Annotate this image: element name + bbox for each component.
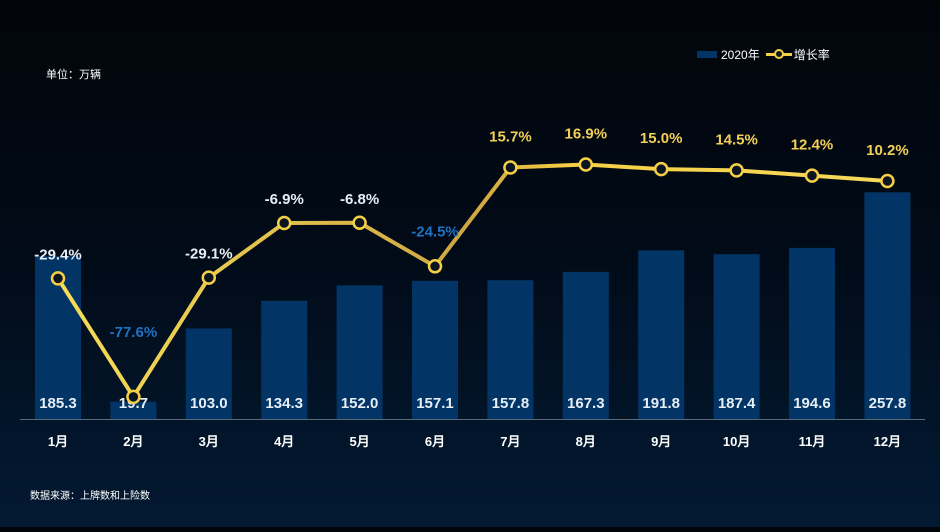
growth-point-11 bbox=[804, 168, 820, 183]
bar-value-label: 134.3 bbox=[265, 395, 303, 412]
x-tick-label: 11月 bbox=[799, 434, 826, 449]
growth-point-9 bbox=[653, 161, 669, 177]
x-tick-label: 10月 bbox=[723, 434, 750, 449]
bar-6 bbox=[412, 280, 458, 419]
x-tick-label: 2月 bbox=[123, 434, 143, 449]
growth-value-label: -29.1% bbox=[185, 246, 233, 263]
bar-11 bbox=[789, 247, 835, 419]
bar-2 bbox=[110, 401, 157, 419]
legend-line-label: 增长率 bbox=[793, 47, 830, 62]
growth-point-1 bbox=[50, 271, 66, 286]
source-label: 数据来源：上牌数和上险数 bbox=[30, 491, 150, 502]
growth-value-label: 10.2% bbox=[866, 142, 909, 159]
bar-10 bbox=[713, 254, 760, 419]
x-tick-label: 9月 bbox=[651, 434, 671, 449]
bar-value-label: 191.8 bbox=[642, 395, 680, 412]
bar-value-label: 194.6 bbox=[793, 395, 831, 412]
legend-bar-swatch bbox=[697, 50, 717, 58]
unit-label: 单位：万辆 bbox=[46, 69, 101, 81]
bar-8 bbox=[562, 271, 609, 419]
growth-rate-line bbox=[56, 162, 890, 399]
x-tick-label: 7月 bbox=[500, 434, 520, 449]
growth-point-12 bbox=[880, 173, 895, 189]
bar-value-label: 157.1 bbox=[416, 395, 454, 412]
bar-value-label: 167.3 bbox=[567, 395, 605, 412]
growth-value-label: -77.6% bbox=[110, 324, 158, 341]
bar-9 bbox=[638, 250, 685, 419]
bar-value-label: 157.8 bbox=[492, 395, 530, 412]
growth-value-label: -24.5% bbox=[411, 223, 459, 240]
bar-3 bbox=[185, 328, 232, 419]
growth-point-6 bbox=[427, 259, 443, 274]
legend-line-swatch bbox=[765, 48, 792, 60]
growth-value-label: 16.9% bbox=[565, 126, 608, 143]
x-tick-label: 3月 bbox=[199, 434, 219, 449]
bar-5 bbox=[336, 285, 383, 419]
growth-value-label: 12.4% bbox=[791, 137, 834, 154]
growth-point-7 bbox=[503, 160, 518, 175]
bar-12 bbox=[864, 192, 911, 419]
x-tick-label: 8月 bbox=[576, 434, 596, 449]
bar-value-label: 257.8 bbox=[869, 395, 907, 412]
bar-value-label: 103.0 bbox=[190, 395, 228, 412]
growth-point-10 bbox=[729, 163, 744, 178]
growth-value-label: 15.7% bbox=[489, 128, 532, 145]
growth-point-5 bbox=[352, 215, 367, 231]
growth-point-4 bbox=[276, 215, 292, 231]
bar-value-label: 187.4 bbox=[718, 395, 756, 412]
bar-7 bbox=[487, 280, 534, 419]
growth-point-3 bbox=[201, 270, 217, 285]
x-tick-label: 1月 bbox=[48, 434, 68, 449]
growth-value-label: -6.8% bbox=[340, 191, 379, 208]
growth-point-2 bbox=[126, 389, 141, 405]
growth-value-label: -6.9% bbox=[265, 191, 304, 208]
growth-value-label: -29.4% bbox=[34, 246, 82, 263]
x-tick-label: 12月 bbox=[874, 434, 901, 449]
chart-legend: 2020年 增长率 bbox=[697, 45, 830, 63]
bar-4 bbox=[261, 300, 308, 419]
bar-value-label: 185.3 bbox=[39, 395, 77, 412]
bar-value-label: 152.0 bbox=[341, 395, 379, 412]
growth-value-label: 14.5% bbox=[715, 131, 758, 148]
x-tick-label: 5月 bbox=[349, 434, 369, 449]
growth-value-label: 15.0% bbox=[640, 130, 683, 147]
growth-point-8 bbox=[578, 157, 594, 172]
x-tick-label: 6月 bbox=[425, 434, 445, 449]
legend-bar-label: 2020年 bbox=[721, 47, 760, 62]
x-tick-label: 4月 bbox=[274, 434, 294, 449]
